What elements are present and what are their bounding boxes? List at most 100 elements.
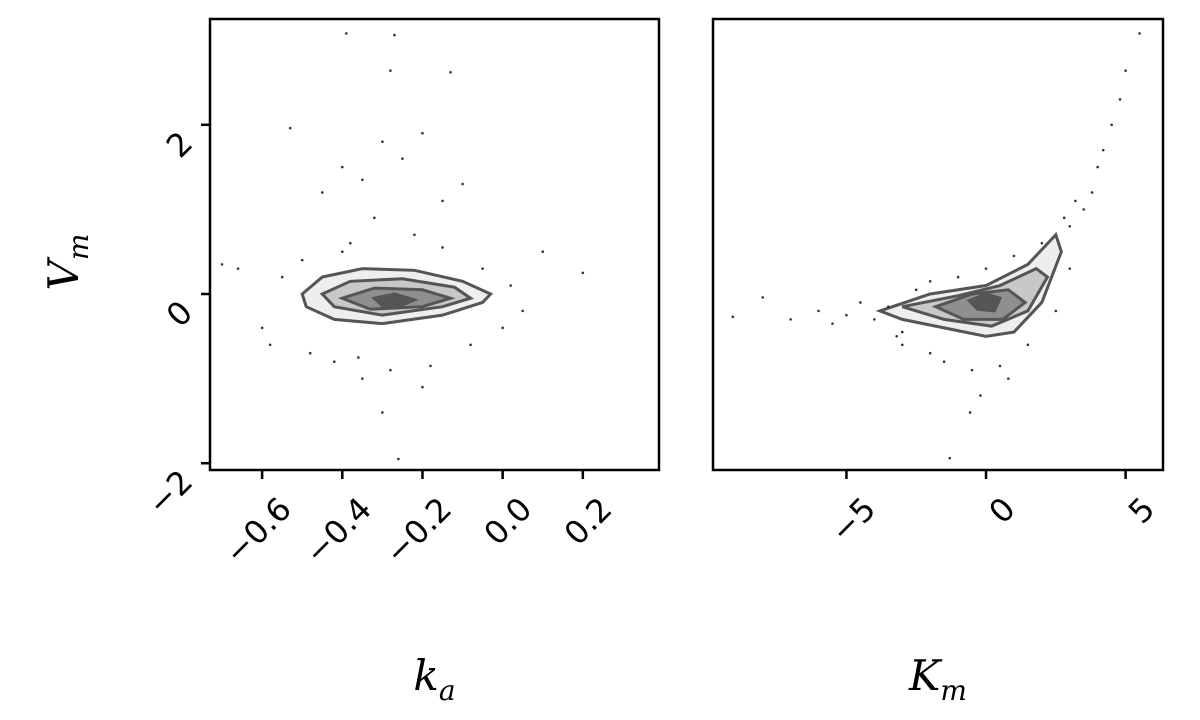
y-tick-label: 0 bbox=[159, 293, 200, 334]
x-label-sub: m bbox=[940, 674, 967, 707]
point bbox=[1096, 165, 1099, 169]
point bbox=[948, 456, 952, 460]
x-tick-label: −0.4 bbox=[297, 490, 379, 572]
point bbox=[942, 360, 946, 363]
point bbox=[859, 301, 862, 304]
x-tick-label: 0.2 bbox=[557, 490, 620, 553]
point bbox=[1074, 199, 1077, 203]
point bbox=[280, 275, 284, 279]
point bbox=[469, 343, 472, 347]
point bbox=[895, 335, 898, 338]
point bbox=[393, 33, 396, 37]
point bbox=[873, 318, 876, 321]
point bbox=[1124, 69, 1127, 72]
point bbox=[541, 250, 545, 253]
contour bbox=[966, 292, 1003, 313]
y-tick-label: 2 bbox=[159, 124, 200, 165]
point bbox=[914, 288, 918, 292]
point bbox=[349, 241, 352, 245]
x-tick-label: 0 bbox=[981, 490, 1022, 531]
point bbox=[340, 165, 344, 169]
axes-frame bbox=[208, 17, 661, 472]
point bbox=[441, 246, 444, 249]
point bbox=[1026, 343, 1030, 347]
point bbox=[389, 69, 392, 72]
point bbox=[381, 140, 384, 143]
x-tick-label: 0.0 bbox=[476, 490, 539, 553]
y-label: Vm bbox=[39, 234, 95, 291]
point bbox=[581, 271, 585, 275]
point bbox=[340, 250, 344, 253]
x-tick-label: −0.2 bbox=[377, 490, 459, 572]
point bbox=[320, 191, 324, 194]
point bbox=[421, 385, 424, 389]
point bbox=[1138, 32, 1141, 35]
point bbox=[1082, 208, 1086, 211]
x-label-base: K bbox=[908, 651, 943, 700]
point bbox=[900, 330, 904, 334]
point bbox=[260, 326, 264, 330]
x-label: Km bbox=[908, 651, 967, 707]
point bbox=[421, 131, 424, 135]
point bbox=[401, 157, 404, 160]
axes-frame bbox=[711, 17, 1165, 472]
point bbox=[1007, 377, 1010, 380]
point bbox=[900, 343, 904, 347]
point bbox=[1118, 98, 1122, 101]
point bbox=[887, 305, 890, 308]
point bbox=[731, 315, 735, 319]
point bbox=[389, 368, 392, 372]
point bbox=[345, 32, 348, 35]
point bbox=[928, 280, 932, 283]
point bbox=[1101, 148, 1105, 152]
x-label: ka bbox=[413, 651, 455, 707]
point bbox=[397, 457, 400, 461]
y-label-base: V bbox=[39, 256, 88, 290]
point bbox=[220, 263, 224, 266]
y-label-sub: m bbox=[62, 234, 95, 261]
point bbox=[461, 182, 464, 186]
x-tick-label: −5 bbox=[823, 490, 883, 550]
point bbox=[970, 368, 974, 372]
point bbox=[300, 258, 304, 262]
x-label-base: k bbox=[413, 651, 438, 700]
point bbox=[413, 233, 416, 237]
point bbox=[1054, 309, 1058, 313]
point bbox=[288, 126, 292, 130]
point bbox=[268, 343, 272, 347]
x-label-sub: a bbox=[439, 674, 456, 707]
y-tick-label: −2 bbox=[140, 462, 200, 522]
point bbox=[441, 199, 444, 203]
point bbox=[373, 216, 376, 220]
point bbox=[1068, 267, 1072, 270]
point bbox=[332, 360, 336, 363]
point bbox=[998, 364, 1002, 368]
point bbox=[968, 411, 972, 414]
point bbox=[357, 356, 360, 359]
point bbox=[984, 267, 988, 270]
point bbox=[1062, 216, 1066, 220]
contour bbox=[371, 292, 419, 308]
point bbox=[1012, 254, 1016, 258]
point bbox=[509, 284, 512, 287]
point bbox=[308, 351, 312, 355]
point bbox=[1090, 191, 1094, 194]
point bbox=[1068, 225, 1072, 228]
point bbox=[928, 351, 932, 355]
point bbox=[1110, 123, 1113, 127]
point bbox=[381, 411, 384, 414]
point bbox=[761, 296, 764, 299]
point bbox=[789, 318, 792, 321]
point bbox=[361, 377, 364, 380]
point bbox=[429, 364, 432, 368]
x-tick-label: −0.6 bbox=[217, 490, 299, 572]
x-tick-label: 5 bbox=[1121, 490, 1162, 531]
point bbox=[1040, 241, 1044, 245]
point bbox=[521, 309, 524, 313]
point bbox=[956, 275, 960, 279]
point bbox=[481, 267, 484, 270]
point bbox=[845, 313, 848, 317]
point bbox=[501, 326, 504, 330]
point bbox=[449, 71, 452, 74]
